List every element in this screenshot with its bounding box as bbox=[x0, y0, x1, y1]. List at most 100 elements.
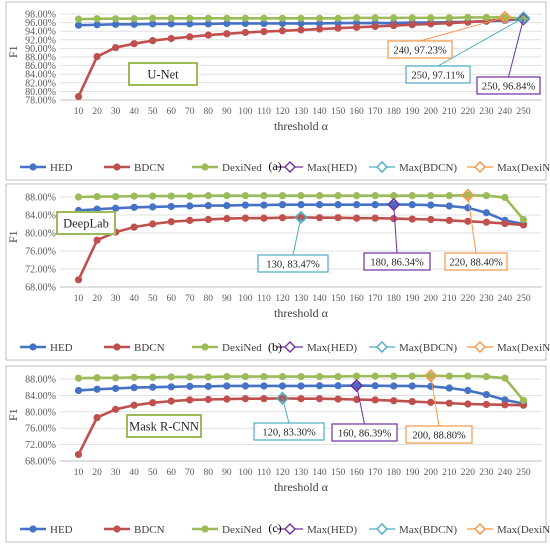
x-tick-label: 150 bbox=[331, 294, 346, 304]
x-tick-label: 50 bbox=[148, 468, 158, 478]
legend-marker bbox=[29, 525, 37, 533]
y-tick-label: 68.00% bbox=[25, 457, 56, 468]
model-title-box bbox=[56, 211, 116, 235]
data-point-dexined bbox=[334, 372, 342, 381]
data-point-hed bbox=[204, 382, 212, 390]
x-tick-label: 20 bbox=[92, 294, 102, 304]
y-tick-label: 78.00% bbox=[25, 96, 56, 107]
legend-marker bbox=[376, 523, 388, 535]
y-tick-label: 72.00% bbox=[25, 440, 56, 451]
data-point-bdcn bbox=[241, 395, 249, 403]
x-tick-label: 140 bbox=[312, 107, 327, 117]
data-point-dexined bbox=[315, 372, 324, 381]
max-marker-maxbdcn bbox=[294, 210, 308, 225]
data-point-dexined bbox=[519, 215, 528, 224]
legend-marker bbox=[284, 161, 296, 173]
legend: HED BDCN DexiNed Max(HED) Max(BDCN) Max(DexiN… bbox=[20, 341, 550, 354]
legend-marker bbox=[201, 163, 209, 171]
data-point-dexined bbox=[464, 13, 472, 22]
data-point-dexined bbox=[112, 374, 120, 382]
x-tick-label: 250 bbox=[516, 107, 531, 117]
data-point-dexined bbox=[93, 15, 101, 23]
x-tick-label: 240 bbox=[498, 294, 513, 304]
x-tick-label: 160 bbox=[349, 107, 364, 117]
legend-marker bbox=[284, 341, 296, 353]
annotation-leader bbox=[292, 217, 302, 256]
data-point-dexined bbox=[445, 192, 453, 200]
y-tick-label: 98.00% bbox=[25, 10, 56, 21]
data-point-dexined bbox=[334, 14, 342, 22]
data-point-dexined bbox=[390, 192, 398, 200]
y-tick-label: 76.00% bbox=[25, 424, 56, 435]
x-tick-label: 100 bbox=[238, 294, 253, 304]
data-point-dexined bbox=[501, 193, 509, 202]
data-point-dexined bbox=[260, 192, 268, 200]
data-point-hed bbox=[112, 384, 120, 393]
data-point-dexined bbox=[204, 373, 212, 381]
x-tick-label: 30 bbox=[111, 468, 121, 478]
data-point-dexined bbox=[445, 372, 453, 380]
data-point-dexined bbox=[334, 192, 342, 200]
y-tick-label: 86.00% bbox=[25, 61, 56, 72]
data-point-dexined bbox=[315, 192, 324, 200]
x-tick-label: 100 bbox=[238, 468, 253, 478]
x-tick-label: 60 bbox=[166, 294, 176, 304]
legend-marker bbox=[376, 161, 388, 173]
data-point-bdcn bbox=[315, 395, 324, 403]
model-title-box bbox=[128, 62, 198, 86]
x-tick-label: 250 bbox=[516, 468, 531, 478]
panel-label: (c) bbox=[268, 521, 281, 535]
x-tick-label: 40 bbox=[129, 107, 139, 117]
x-tick-label: 120 bbox=[275, 107, 290, 117]
data-point-bdcn bbox=[464, 400, 472, 408]
annotation-box bbox=[405, 65, 471, 84]
data-point-hed bbox=[260, 19, 268, 28]
x-axis-title: threshold α bbox=[274, 119, 329, 133]
data-point-dexined bbox=[278, 372, 287, 381]
x-tick-label: 110 bbox=[257, 107, 271, 117]
data-point-hed bbox=[297, 382, 305, 390]
data-point-bdcn bbox=[353, 214, 361, 222]
legend: HED BDCN DexiNed Max(HED) Max(BDCN) Max(DexiN… bbox=[20, 161, 550, 174]
data-point-bdcn bbox=[408, 397, 416, 406]
data-point-hed bbox=[130, 203, 138, 211]
data-point-bdcn bbox=[167, 34, 175, 43]
x-tick-label: 170 bbox=[368, 294, 383, 304]
max-marker-maxbdcn bbox=[275, 391, 290, 405]
legend-label: HED bbox=[50, 162, 73, 174]
y-tick-label: 90.00% bbox=[25, 44, 56, 55]
x-tick-label: 80 bbox=[204, 468, 214, 478]
data-point-dexined bbox=[186, 14, 194, 22]
legend-label: Max(BDCN) bbox=[399, 342, 457, 354]
x-tick-label: 110 bbox=[257, 468, 271, 478]
x-tick-label: 200 bbox=[424, 468, 439, 478]
data-point-hed bbox=[74, 386, 83, 395]
x-tick-label: 80 bbox=[204, 107, 214, 117]
x-tick-label: 20 bbox=[92, 468, 102, 478]
data-point-dexined bbox=[223, 372, 231, 381]
data-point-bdcn bbox=[297, 26, 305, 34]
data-point-dexined bbox=[427, 14, 435, 22]
x-tick-label: 190 bbox=[405, 294, 420, 304]
data-point-dexined bbox=[353, 14, 361, 22]
data-point-bdcn bbox=[74, 450, 83, 459]
data-point-dexined bbox=[112, 192, 120, 201]
data-point-bdcn bbox=[315, 25, 324, 33]
data-point-bdcn bbox=[278, 214, 287, 222]
model-title: DeepLab bbox=[63, 217, 109, 231]
max-marker-maxdexined bbox=[461, 188, 475, 202]
y-tick-label: 94.00% bbox=[25, 27, 56, 38]
x-tick-label: 120 bbox=[275, 294, 290, 304]
legend-label: Max(BDCN) bbox=[399, 524, 457, 536]
data-point-dexined bbox=[241, 14, 249, 22]
data-point-hed bbox=[223, 382, 231, 390]
data-point-dexined bbox=[74, 193, 83, 201]
x-tick-label: 200 bbox=[424, 107, 439, 117]
data-point-dexined bbox=[482, 372, 490, 381]
data-point-bdcn bbox=[353, 395, 361, 404]
legend-label: Max(DexiNed) bbox=[497, 342, 550, 354]
data-point-hed bbox=[167, 202, 175, 211]
data-point-dexined bbox=[186, 192, 194, 200]
data-point-dexined bbox=[167, 14, 175, 22]
annotation-box bbox=[387, 40, 453, 59]
